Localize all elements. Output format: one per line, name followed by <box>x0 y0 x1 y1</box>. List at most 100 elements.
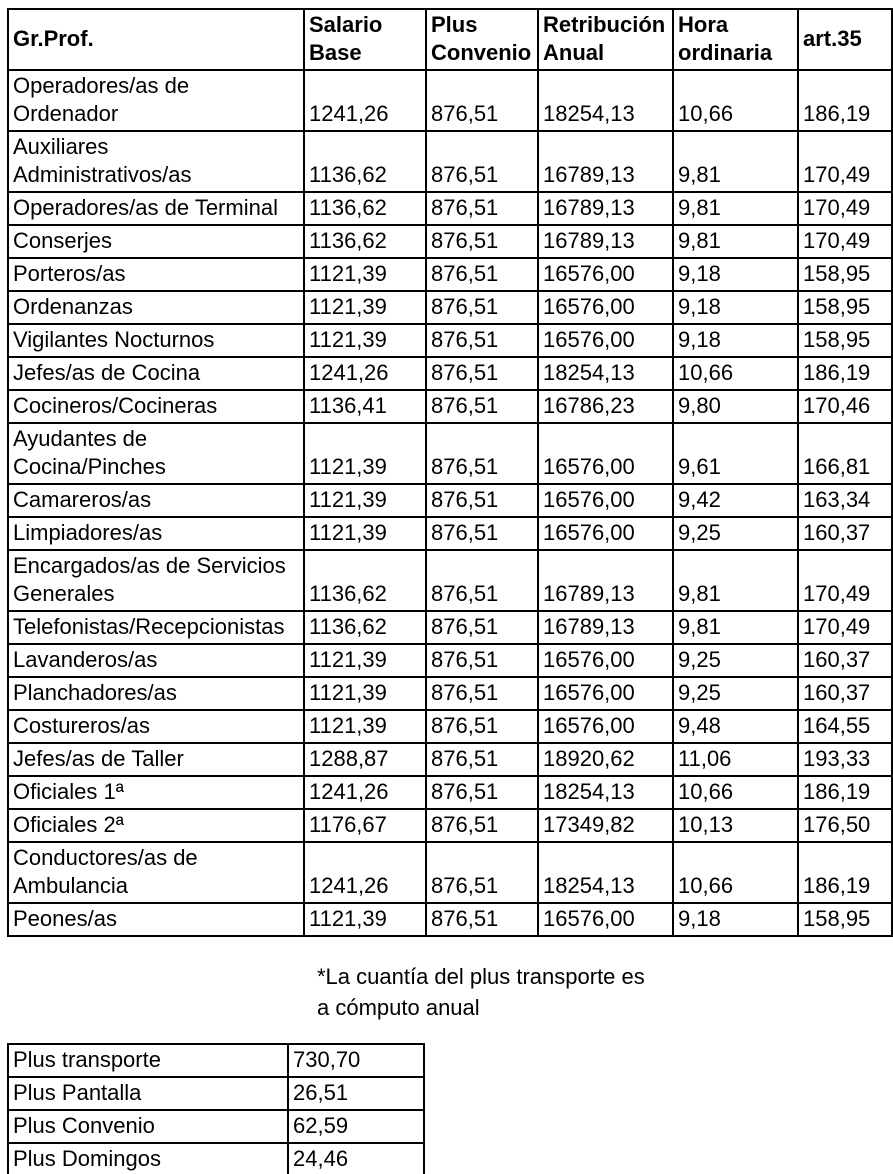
row-value: 730,70 <box>287 1043 425 1078</box>
row-value: 876,51 <box>425 257 539 292</box>
row-label: Cocineros/Cocineras <box>7 389 305 424</box>
row-value: 18920,62 <box>537 742 674 777</box>
table-row: Encargados/as de Servicios Generales 1136… <box>7 549 893 612</box>
row-value: 9,61 <box>672 422 799 485</box>
row-label: Lavanderos/as <box>7 643 305 678</box>
row-value: 1121,39 <box>303 676 427 711</box>
row-value: 164,55 <box>797 709 893 744</box>
table-row: Vigilantes Nocturnos 1121,39 876,51 16576,0… <box>7 323 893 358</box>
col-header-hora-ordinaria: Hora ordinaria <box>672 8 799 71</box>
header-row: Gr.Prof. Salario Base Plus Convenio Retr… <box>7 8 893 71</box>
row-label: Oficiales 1ª <box>7 775 305 810</box>
row-label: Operadores/as de Terminal <box>7 191 305 226</box>
plus-supplements-table-body: Plus transporte 730,70 Plus Pantalla 26,51 P… <box>7 1043 425 1174</box>
row-value: 16576,00 <box>537 323 674 358</box>
row-label: Vigilantes Nocturnos <box>7 323 305 358</box>
row-value: 16576,00 <box>537 902 674 937</box>
table-row: Jefes/as de Cocina 1241,26 876,51 18254,13 1… <box>7 356 893 391</box>
row-value: 876,51 <box>425 389 539 424</box>
row-value: 876,51 <box>425 191 539 226</box>
row-label: Camareros/as <box>7 483 305 518</box>
row-value: 9,81 <box>672 191 799 226</box>
col-header-art35: art.35 <box>797 8 893 71</box>
row-value: 876,51 <box>425 422 539 485</box>
row-label: Porteros/as <box>7 257 305 292</box>
row-value: 170,49 <box>797 610 893 645</box>
row-value: 170,49 <box>797 130 893 193</box>
row-value: 16789,13 <box>537 224 674 259</box>
row-value: 1176,67 <box>303 808 427 843</box>
row-value: 18254,13 <box>537 69 674 132</box>
row-value: 186,19 <box>797 69 893 132</box>
table-row: Plus Pantalla 26,51 <box>7 1076 425 1111</box>
row-value: 9,25 <box>672 516 799 551</box>
row-label: Jefes/as de Taller <box>7 742 305 777</box>
row-value: 16576,00 <box>537 422 674 485</box>
row-value: 1121,39 <box>303 516 427 551</box>
row-value: 1241,26 <box>303 356 427 391</box>
row-value: 170,49 <box>797 549 893 612</box>
row-value: 1136,62 <box>303 549 427 612</box>
row-label: Ordenanzas <box>7 290 305 325</box>
row-label: Plus transporte <box>7 1043 289 1078</box>
table-row: Peones/as 1121,39 876,51 16576,00 9,18 158,95 <box>7 902 893 937</box>
row-value: 1241,26 <box>303 775 427 810</box>
row-value: 9,18 <box>672 902 799 937</box>
plus-transporte-footnote: *La cuantía del plus transporte es a cóm… <box>317 964 645 1020</box>
row-value: 16576,00 <box>537 257 674 292</box>
table-row: Plus transporte 730,70 <box>7 1043 425 1078</box>
row-value: 16576,00 <box>537 643 674 678</box>
row-value: 10,66 <box>672 356 799 391</box>
table-row: Ordenanzas 1121,39 876,51 16576,00 9,18 158,9… <box>7 290 893 325</box>
row-value: 158,95 <box>797 902 893 937</box>
row-value: 876,51 <box>425 516 539 551</box>
row-value: 1121,39 <box>303 422 427 485</box>
row-value: 10,66 <box>672 841 799 904</box>
row-label: Conductores/as de Ambulancia <box>7 841 305 904</box>
table-row: Lavanderos/as 1121,39 876,51 16576,00 9,25 16… <box>7 643 893 678</box>
row-label: Planchadores/as <box>7 676 305 711</box>
table-row: Costureros/as 1121,39 876,51 16576,00 9,48 16… <box>7 709 893 744</box>
row-value: 16576,00 <box>537 709 674 744</box>
row-value: 876,51 <box>425 483 539 518</box>
salary-table-header: Gr.Prof. Salario Base Plus Convenio Retr… <box>7 8 893 71</box>
row-value: 62,59 <box>287 1109 425 1144</box>
row-value: 170,49 <box>797 191 893 226</box>
row-value: 876,51 <box>425 643 539 678</box>
row-label: Plus Convenio <box>7 1109 289 1144</box>
row-value: 186,19 <box>797 841 893 904</box>
row-label: Peones/as <box>7 902 305 937</box>
row-label: Telefonistas/Recepcionistas <box>7 610 305 645</box>
row-label: Ayudantes de Cocina/Pinches <box>7 422 305 485</box>
row-value: 1121,39 <box>303 902 427 937</box>
row-value: 1241,26 <box>303 841 427 904</box>
row-label: Costureros/as <box>7 709 305 744</box>
row-value: 16786,23 <box>537 389 674 424</box>
row-value: 1241,26 <box>303 69 427 132</box>
row-value: 24,46 <box>287 1142 425 1174</box>
row-value: 1121,39 <box>303 643 427 678</box>
table-row: Plus Domingos 24,46 <box>7 1142 425 1174</box>
table-row: Telefonistas/Recepcionistas 1136,62 876,51… <box>7 610 893 645</box>
row-value: 876,51 <box>425 130 539 193</box>
row-label: Operadores/as de Ordenador <box>7 69 305 132</box>
row-value: 9,81 <box>672 549 799 612</box>
row-value: 1121,39 <box>303 709 427 744</box>
row-value: 9,80 <box>672 389 799 424</box>
row-value: 876,51 <box>425 323 539 358</box>
row-value: 176,50 <box>797 808 893 843</box>
row-value: 16576,00 <box>537 290 674 325</box>
table-row: Jefes/as de Taller 1288,87 876,51 18920,62 1… <box>7 742 893 777</box>
col-header-salario-base: Salario Base <box>303 8 427 71</box>
table-row: Operadores/as de Terminal 1136,62 876,51 16… <box>7 191 893 226</box>
table-row: Oficiales 1ª 1241,26 876,51 18254,13 10,66 18… <box>7 775 893 810</box>
table-row: Planchadores/as 1121,39 876,51 16576,00 9,25… <box>7 676 893 711</box>
row-value: 18254,13 <box>537 356 674 391</box>
row-value: 1121,39 <box>303 323 427 358</box>
salary-table: Gr.Prof. Salario Base Plus Convenio Retr… <box>7 8 893 937</box>
row-value: 158,95 <box>797 290 893 325</box>
row-label: Plus Pantalla <box>7 1076 289 1111</box>
row-label: Encargados/as de Servicios Generales <box>7 549 305 612</box>
row-value: 876,51 <box>425 69 539 132</box>
row-value: 1136,41 <box>303 389 427 424</box>
